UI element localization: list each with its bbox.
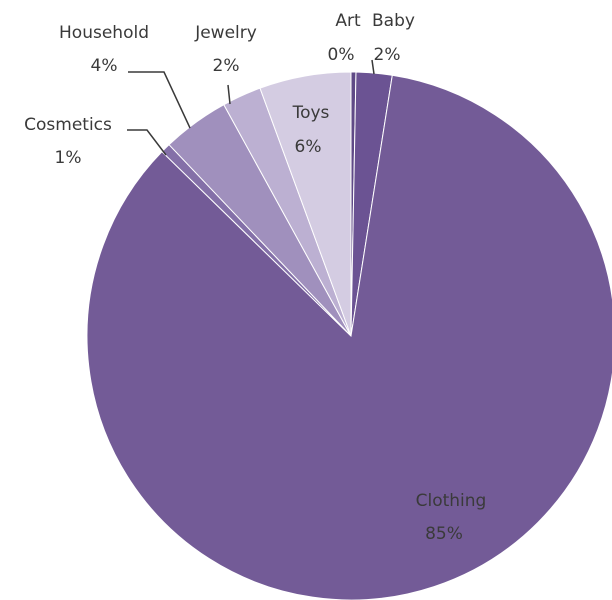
leader-lines — [127, 59, 375, 156]
label-art-name: Art — [335, 11, 361, 31]
leader-line-cosmetics — [127, 129, 167, 156]
pie-slice-clothing — [86, 74, 612, 600]
label-cosmetics-pct: 1% — [55, 148, 82, 168]
label-household-name: Household — [59, 23, 149, 43]
pie-slices — [86, 71, 612, 600]
label-toys-pct: 6% — [295, 137, 322, 157]
label-cosmetics-name: Cosmetics — [24, 115, 112, 135]
pie-slice-toys — [259, 71, 352, 337]
label-household-pct: 4% — [91, 56, 118, 76]
leader-line-household — [128, 71, 191, 129]
slice-labels: Art Baby 0% 2% Household 4% Jewelry 2% C… — [24, 11, 486, 544]
label-baby-name: Baby — [372, 11, 415, 31]
label-jewelry-pct: 2% — [213, 56, 240, 76]
label-clothing-name: Clothing — [416, 491, 487, 511]
label-toys-name: Toys — [292, 103, 330, 123]
leader-line-baby — [371, 59, 375, 75]
label-art-pct: 0% — [328, 45, 355, 65]
leader-line-jewelry — [227, 84, 231, 105]
label-jewelry-name: Jewelry — [194, 23, 257, 43]
label-baby-pct: 2% — [374, 45, 401, 65]
label-clothing-pct: 85% — [425, 524, 463, 544]
